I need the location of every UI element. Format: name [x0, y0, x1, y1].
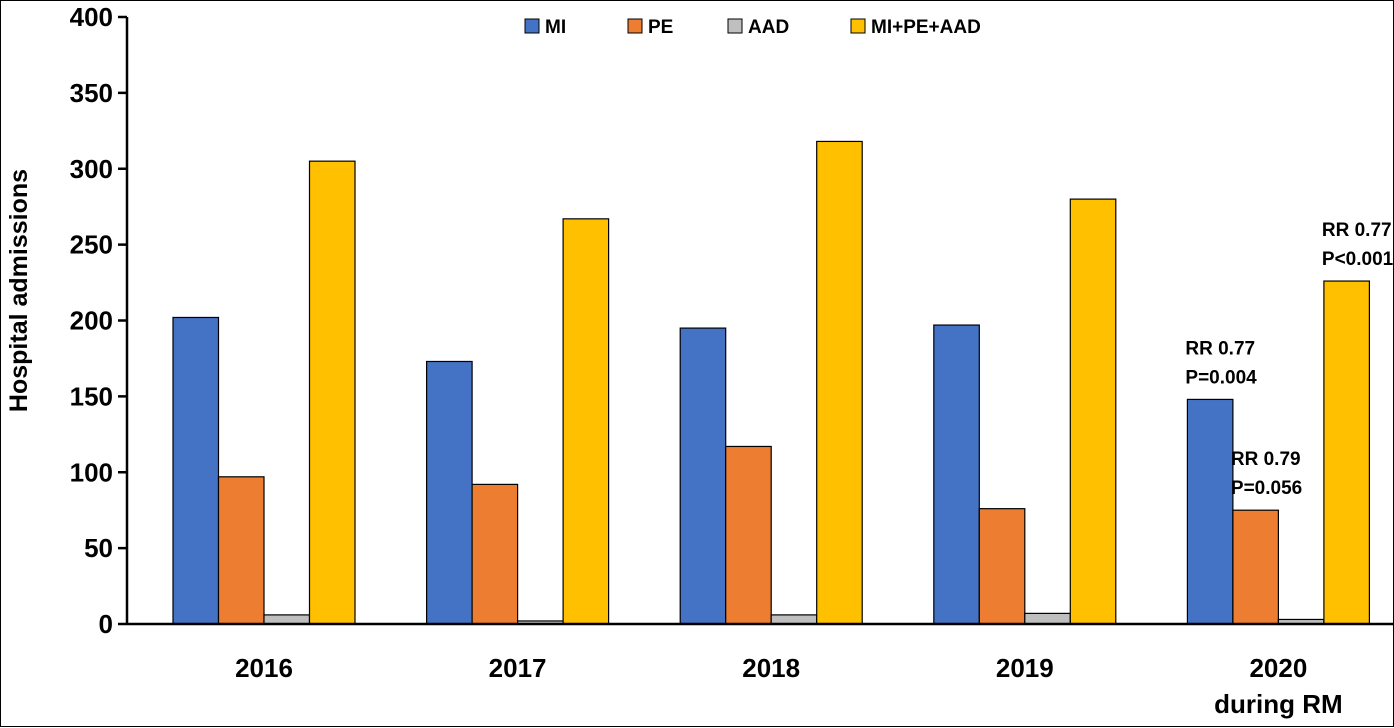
bar-mi-2019	[933, 324, 980, 625]
x-tick-label-2019: 2019	[996, 653, 1054, 683]
y-tick-label-250: 250	[70, 230, 113, 260]
x-tick-label-2016: 2016	[235, 653, 293, 683]
x-tick-label-2020-line2: during RM	[1214, 689, 1343, 719]
labels-layer: 0 50 100 150 200 250 300 350 400 2016 2017 2018 2019…	[5, 2, 1343, 719]
y-tick-label-300: 300	[70, 154, 113, 184]
bar-pe-2020	[1232, 509, 1280, 625]
bar-mi-2017	[426, 360, 473, 625]
y-tick-label-150: 150	[70, 381, 113, 411]
y-tick-label-0: 0	[99, 609, 113, 639]
y-tick-label-350: 350	[70, 78, 113, 108]
y-tick-label-200: 200	[70, 306, 113, 336]
axes-layer	[118, 15, 1394, 626]
bar-aad-2019	[1024, 612, 1071, 625]
bar-mi-2020	[1186, 398, 1234, 625]
y-tick-label-400: 400	[70, 2, 113, 32]
y-axis-title: Hospital admissions	[5, 169, 33, 412]
bar-mi-2016	[172, 316, 220, 625]
bar-mi-pe-aad-2017	[562, 218, 610, 625]
bar-aad-2018	[770, 614, 818, 625]
bar-pe-2017	[471, 483, 519, 625]
bar-mi-pe-aad-2018	[816, 140, 863, 625]
bar-aad-2016	[263, 614, 311, 625]
annotations-layer: RR 0.77 P=0.004 RR 0.79 P=0.056 RR 0.77 P<0.0…	[1185, 220, 1393, 499]
legend-label-mi: MI	[545, 17, 566, 38]
bar-mi-pe-aad-2019	[1069, 198, 1117, 625]
annotation-pe-line2: P=0.056	[1231, 478, 1302, 499]
bar-mi-2018	[679, 327, 727, 625]
bar-mi-pe-aad-2020	[1323, 280, 1371, 625]
bar-pe-2016	[217, 476, 265, 625]
annotation-mi-line1: RR 0.77	[1185, 338, 1255, 359]
legend-label-mi-pe-aad: MI+PE+AAD	[871, 17, 981, 38]
y-tick-label-100: 100	[70, 457, 113, 487]
annotation-pe-line1: RR 0.79	[1231, 449, 1301, 470]
bar-mi-pe-aad-2016	[308, 160, 356, 625]
legend-swatch-aad	[727, 18, 743, 34]
legend-label-pe: PE	[648, 17, 673, 38]
legend: MI PE AAD MI+PE+AAD	[524, 17, 981, 38]
x-tick-label-2017: 2017	[489, 653, 547, 683]
legend-label-aad: AAD	[748, 17, 789, 38]
x-tick-label-2020: 2020	[1249, 653, 1307, 683]
legend-swatch-pe	[627, 18, 643, 34]
annotation-mi-pe-aad-line1: RR 0.77	[1322, 220, 1392, 241]
bar-pe-2018	[725, 445, 772, 625]
x-tick-label-2018: 2018	[742, 653, 800, 683]
bar-pe-2019	[978, 508, 1026, 625]
legend-swatch-mi-pe-aad	[850, 18, 866, 34]
annotation-mi-line2: P=0.004	[1185, 367, 1257, 388]
legend-swatch-mi	[524, 18, 540, 34]
y-tick-label-50: 50	[84, 533, 113, 563]
annotation-mi-pe-aad-line2: P<0.001	[1322, 249, 1394, 270]
bars-layer	[172, 140, 1371, 625]
